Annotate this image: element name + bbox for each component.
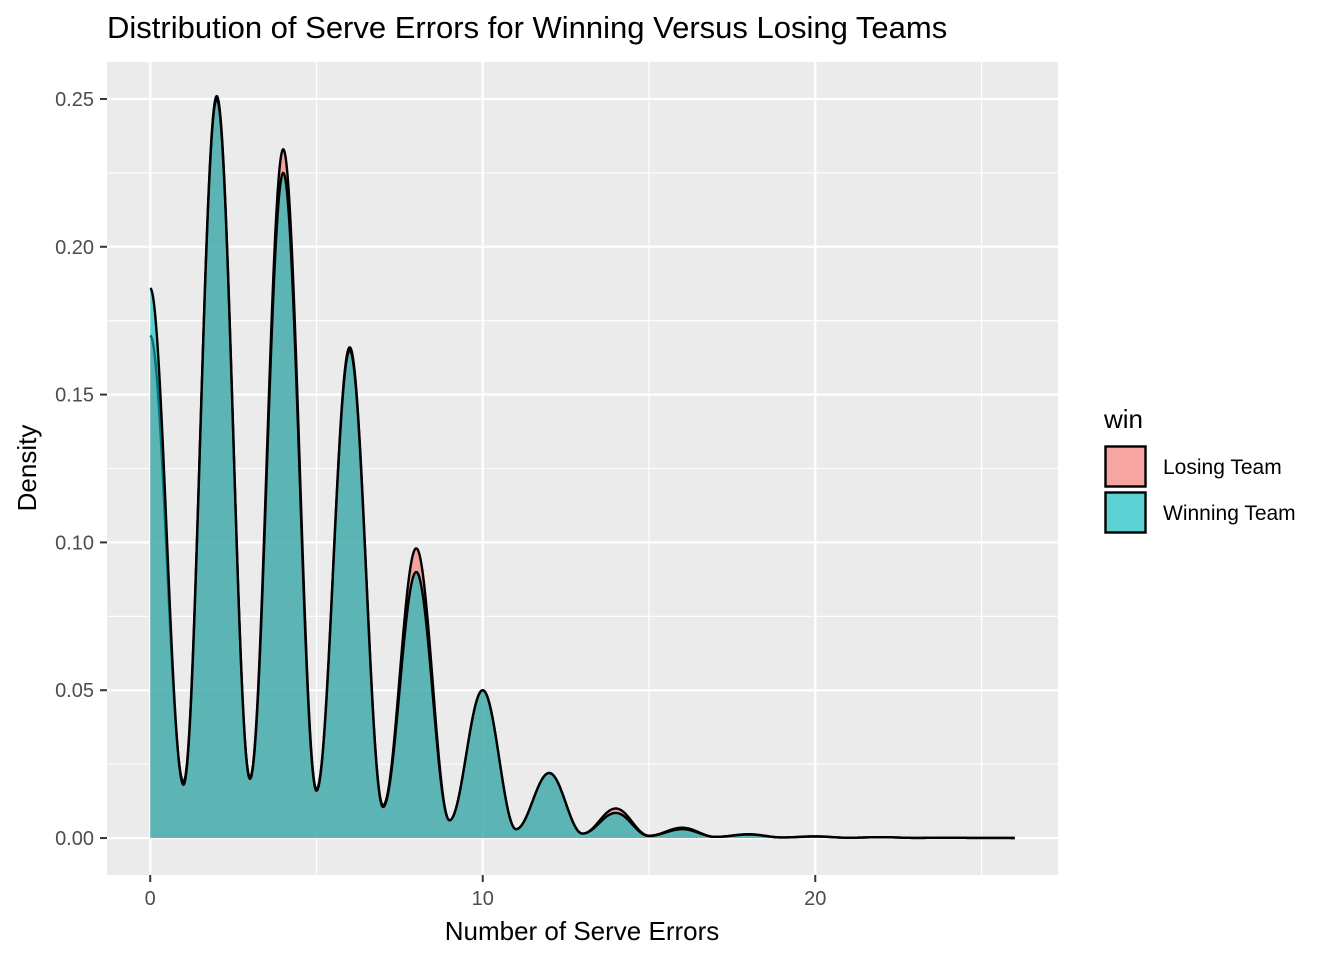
x-tick-label: 20 <box>804 888 826 910</box>
y-tick-label: 0.20 <box>55 237 94 259</box>
y-tick-label: 0.10 <box>55 532 94 554</box>
legend-swatch-losing-team <box>1104 445 1147 488</box>
density-line-winning-team <box>149 97 1016 840</box>
legend-title: win <box>1103 404 1143 434</box>
x-tick-label: 0 <box>145 888 156 910</box>
legend-label-winning-team: Winning Team <box>1163 502 1296 525</box>
chart-title: Distribution of Serve Errors for Winning… <box>107 10 947 45</box>
density-area-winning-team <box>150 99 1015 839</box>
legend-items: Losing Team Winning Team <box>1104 445 1296 534</box>
x-tick-label: 10 <box>472 888 494 910</box>
x-axis-label: Number of Serve Errors <box>445 916 720 946</box>
legend-label-losing-team: Losing Team <box>1163 456 1282 479</box>
density-areas <box>149 94 1016 840</box>
y-axis-label: Density <box>12 425 42 512</box>
y-tick-label: 0.25 <box>55 89 94 111</box>
y-axis: 0.00 0.05 0.10 0.15 0.20 0.25 <box>55 89 107 850</box>
y-tick-label: 0.15 <box>55 385 94 407</box>
legend-swatch-winning-team <box>1104 491 1147 534</box>
x-axis: 0 10 20 <box>145 875 826 910</box>
y-tick-label: 0.00 <box>55 828 94 850</box>
legend: win Losing Team Winning Team <box>1103 404 1296 534</box>
y-tick-label: 0.05 <box>55 680 94 702</box>
